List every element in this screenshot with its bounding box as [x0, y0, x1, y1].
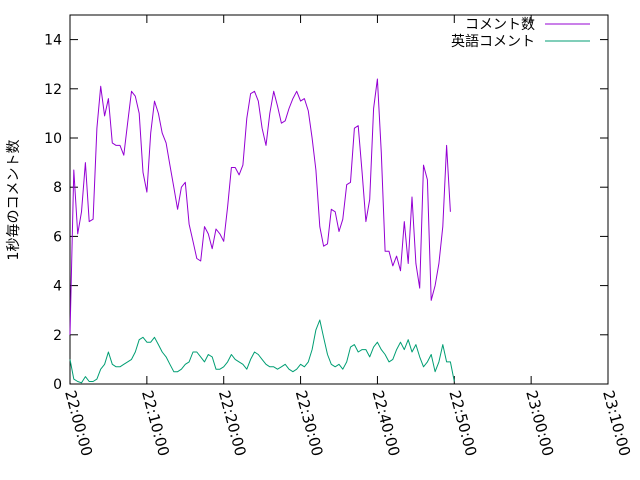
y-axis-label: 1秒毎のコメント数	[6, 140, 22, 261]
legend-label: 英語コメント	[451, 33, 535, 50]
y-tick-label: 0	[53, 377, 62, 393]
series-layer	[69, 78, 455, 384]
y-tick-label: 10	[44, 131, 62, 147]
series-line-1	[69, 78, 451, 335]
y-axis: 0 2 4 6 8 10 12 14	[44, 33, 608, 393]
y-tick-label: 2	[53, 328, 62, 344]
y-tick-label: 8	[53, 180, 62, 196]
y-tick-label: 12	[44, 82, 62, 98]
series-line-2	[69, 319, 455, 384]
plot-border	[69, 14, 609, 385]
y-tick-label: 14	[44, 33, 62, 49]
legend-label: コメント数	[465, 17, 535, 33]
plot-area	[69, 14, 609, 385]
y-tick-label: 4	[53, 279, 62, 295]
y-tick-label: 6	[53, 229, 62, 245]
